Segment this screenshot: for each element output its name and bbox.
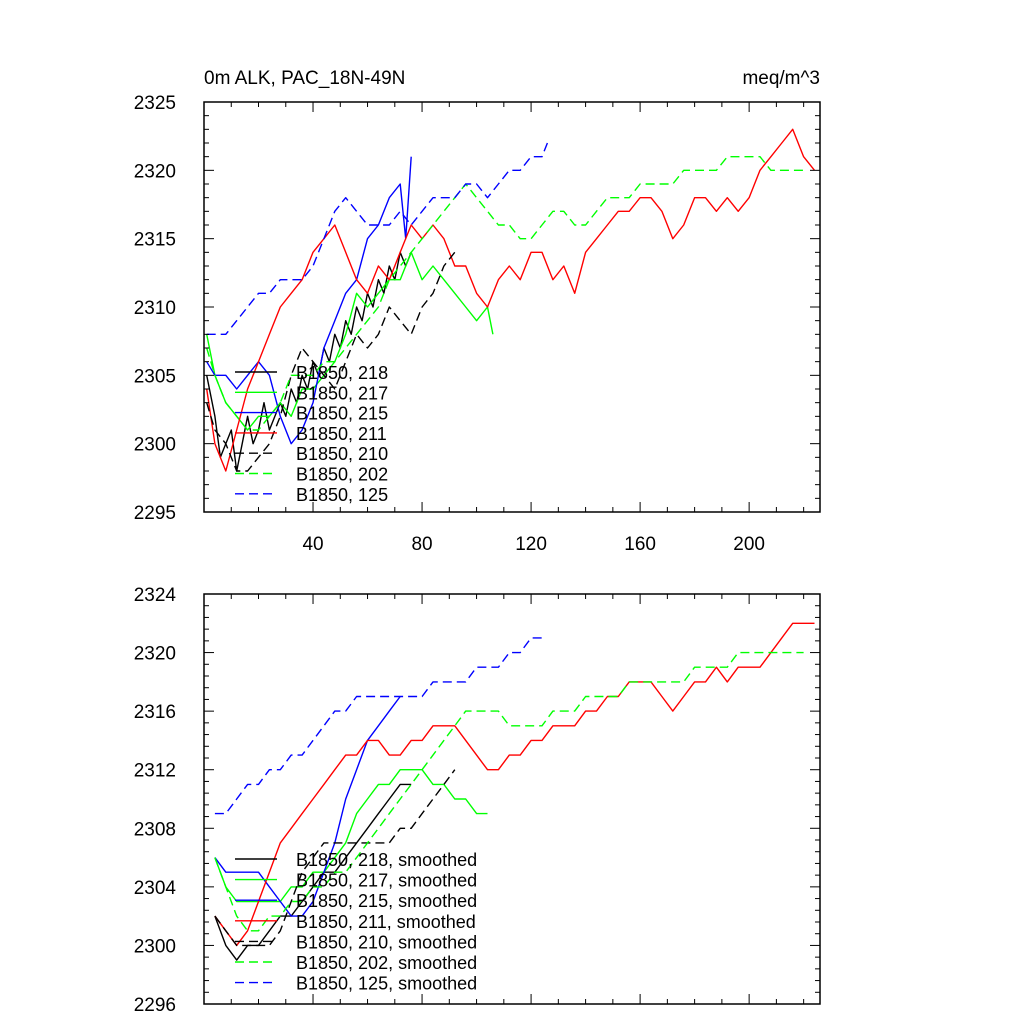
legend-label: B1850, 125 — [296, 485, 388, 505]
x-tick-label: 80 — [411, 534, 432, 555]
bottom-chart: 2296 2300 2304 2308 2312 2316 2320 2324 B1850, … — [134, 585, 821, 1016]
y-tick-label: 2316 — [134, 702, 176, 723]
chart-title-left: 0m ALK, PAC_18N-49N — [204, 68, 405, 89]
legend-label: B1850, 210, smoothed — [296, 932, 477, 952]
legend-label: B1850, 202 — [296, 465, 388, 485]
y-tick-label: 2325 — [134, 93, 176, 114]
legend-label: B1850, 217 — [296, 383, 388, 403]
bottom-axis-layer: 2296 2300 2304 2308 2312 2316 2320 2324 — [134, 585, 820, 1016]
top-series-line — [206, 142, 549, 335]
top-axis-layer: 40 80 120 160 200 2295 2300 2305 2310 2315 2320 232… — [134, 93, 820, 555]
legend-label: B1850, 215 — [296, 404, 388, 424]
x-tick-label: 120 — [515, 534, 547, 555]
y-tick-label: 2305 — [134, 366, 176, 387]
y-tick-label: 2308 — [134, 819, 176, 840]
bottom-series-line — [214, 769, 456, 947]
bottom-series-line — [214, 696, 401, 917]
legend-label: B1850, 211, smoothed — [296, 912, 476, 932]
legend-label: B1850, 218 — [296, 363, 388, 383]
x-tick-label: 160 — [624, 534, 656, 555]
y-tick-label: 2324 — [134, 585, 177, 606]
legend-label: B1850, 210 — [296, 444, 388, 464]
top-series-line — [206, 128, 816, 472]
top-series-line — [206, 156, 412, 445]
y-tick-label: 2296 — [134, 995, 176, 1016]
legend-label: B1850, 218, smoothed — [296, 850, 477, 870]
y-tick-label: 2320 — [134, 161, 176, 182]
y-tick-label: 2295 — [134, 503, 176, 524]
y-tick-label: 2304 — [134, 878, 177, 899]
legend-label: B1850, 215, smoothed — [296, 891, 477, 911]
bottom-series-line — [214, 622, 815, 947]
y-tick-label: 2300 — [134, 936, 176, 957]
y-tick-label: 2300 — [134, 435, 176, 456]
bottom-series-layer — [214, 622, 815, 961]
y-tick-label: 2310 — [134, 298, 176, 319]
legend-label: B1850, 125, smoothed — [296, 974, 477, 994]
legend-label: B1850, 211 — [296, 424, 387, 444]
y-tick-label: 2315 — [134, 230, 176, 251]
bottom-series-line — [214, 769, 488, 903]
chart-title-right: meq/m^3 — [742, 68, 820, 89]
legend-label: B1850, 217, smoothed — [296, 871, 477, 891]
top-series-line — [206, 251, 494, 431]
bottom-series-line — [214, 637, 542, 815]
bottom-plot-frame — [203, 593, 821, 1005]
y-tick-label: 2320 — [134, 644, 176, 665]
top-series-line — [206, 155, 804, 431]
top-chart: 0m ALK, PAC_18N-49N meq/m^3 40 80 120 160 20… — [134, 68, 821, 555]
x-tick-label: 200 — [733, 534, 765, 555]
y-tick-label: 2312 — [134, 761, 176, 782]
top-series-layer — [206, 128, 816, 472]
top-series-line — [206, 251, 456, 472]
x-tick-label: 40 — [302, 534, 323, 555]
bottom-series-line — [214, 651, 804, 932]
legend-label: B1850, 202, smoothed — [296, 953, 477, 973]
